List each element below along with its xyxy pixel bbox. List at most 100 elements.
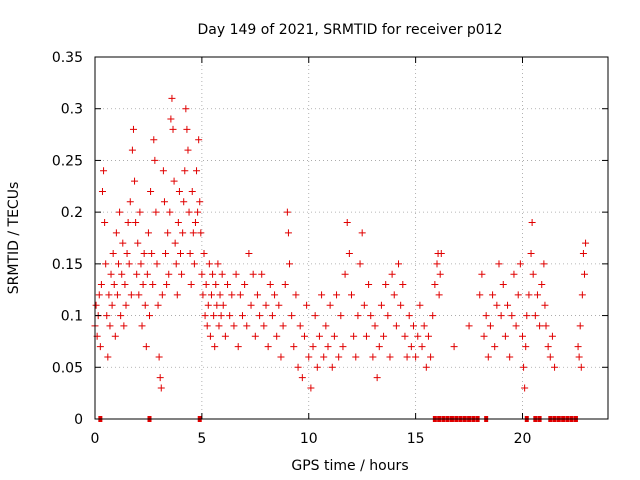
data-point (115, 260, 123, 268)
data-point (273, 332, 281, 340)
data-point (140, 250, 148, 258)
data-point (533, 291, 541, 299)
data-point (121, 281, 129, 289)
data-point (113, 291, 121, 299)
data-point (249, 270, 257, 278)
data-points (91, 94, 590, 392)
data-point (313, 363, 321, 371)
data-point (120, 322, 128, 330)
data-point (510, 270, 518, 278)
data-point (210, 312, 218, 320)
data-point (531, 312, 539, 320)
data-point (548, 332, 556, 340)
y-tick-labels: 0 0.05 0.1 0.15 0.2 0.25 0.3 0.35 (52, 50, 83, 428)
data-point (133, 270, 141, 278)
data-point (101, 218, 109, 226)
data-point (142, 343, 150, 351)
x-axis-title: GPS time / hours (291, 458, 408, 474)
data-point (341, 270, 349, 278)
data-point (152, 208, 160, 216)
data-point (137, 260, 145, 268)
data-point (193, 167, 201, 175)
data-point (160, 198, 168, 206)
data-point (397, 301, 405, 309)
data-point (339, 343, 347, 351)
data-point (579, 250, 587, 258)
axis-ticks (94, 56, 608, 420)
data-point (171, 239, 179, 247)
data-point (431, 281, 439, 289)
data-point (294, 363, 302, 371)
data-point (420, 322, 428, 330)
data-point (155, 353, 163, 361)
data-point (541, 301, 549, 309)
data-point (185, 208, 193, 216)
data-point (243, 322, 251, 330)
data-point (409, 322, 417, 330)
data-point (318, 291, 326, 299)
data-point (92, 301, 100, 309)
data-point (166, 208, 174, 216)
data-point (198, 270, 206, 278)
data-point (416, 301, 424, 309)
data-point (352, 353, 360, 361)
data-point (508, 312, 516, 320)
data-point (173, 291, 181, 299)
data-point (522, 343, 530, 351)
y-tick-label: 0.15 (52, 257, 83, 273)
data-point (418, 343, 426, 351)
plot-frame (94, 56, 609, 420)
data-point (484, 353, 492, 361)
data-point (189, 229, 197, 237)
data-point (497, 312, 505, 320)
data-point (226, 312, 234, 320)
data-point (275, 301, 283, 309)
data-point (405, 312, 413, 320)
data-point (260, 322, 268, 330)
data-point (234, 343, 242, 351)
data-point (126, 198, 134, 206)
data-point (258, 270, 266, 278)
data-point (228, 291, 236, 299)
data-point (392, 322, 400, 330)
data-point (514, 291, 522, 299)
data-point (493, 301, 501, 309)
data-point (238, 312, 246, 320)
data-point (131, 177, 139, 185)
data-point (164, 229, 172, 237)
data-point (520, 363, 528, 371)
data-point (262, 301, 270, 309)
data-point (241, 281, 249, 289)
data-point (147, 187, 155, 195)
data-point (98, 187, 106, 195)
data-point (230, 322, 238, 330)
data-point (123, 250, 131, 258)
data-point (384, 312, 392, 320)
y-tick-label: 0.3 (61, 102, 83, 118)
data-point (216, 291, 224, 299)
data-point (163, 281, 171, 289)
data-point (478, 270, 486, 278)
data-point (375, 343, 383, 351)
data-point (429, 312, 437, 320)
data-point (157, 384, 165, 392)
data-point (491, 343, 499, 351)
data-point (159, 167, 167, 175)
data-point (97, 281, 105, 289)
data-point (127, 291, 135, 299)
y-tick-label: 0.25 (52, 153, 83, 169)
data-point (266, 281, 274, 289)
data-point (245, 250, 253, 258)
data-point (224, 281, 232, 289)
data-point (303, 301, 311, 309)
data-point (201, 312, 209, 320)
y-tick-label: 0 (74, 412, 83, 428)
data-point (116, 208, 124, 216)
data-point (162, 250, 170, 258)
data-point (576, 322, 584, 330)
data-point (345, 250, 353, 258)
data-point (296, 322, 304, 330)
data-point (253, 291, 261, 299)
data-point (219, 301, 227, 309)
